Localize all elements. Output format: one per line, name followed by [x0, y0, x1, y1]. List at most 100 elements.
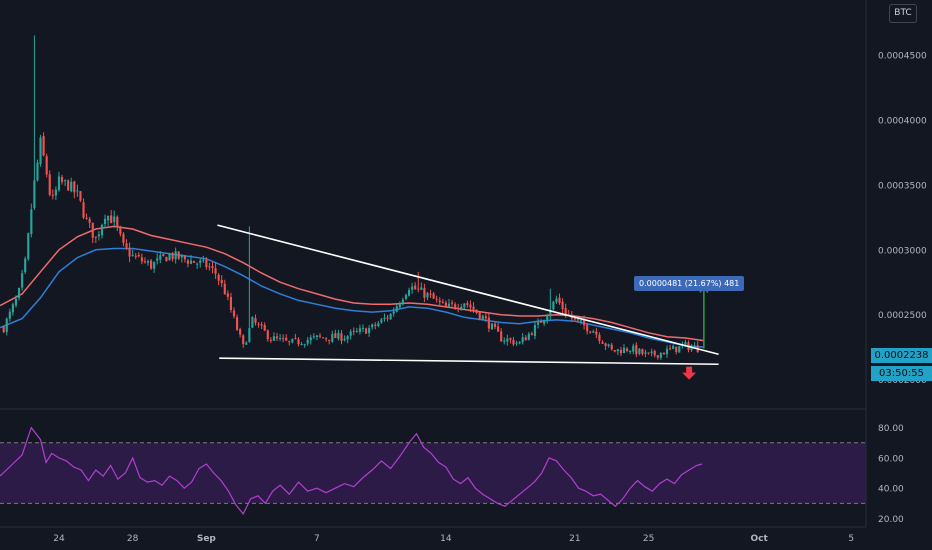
candle-body — [334, 333, 337, 339]
candle-body — [331, 334, 334, 342]
candle-body — [638, 348, 641, 354]
candle-body — [601, 341, 604, 344]
down-arrow-shaft — [686, 366, 693, 373]
candle-body — [678, 346, 681, 353]
candle-body — [340, 333, 343, 341]
candle-body — [632, 345, 635, 352]
candle-body — [122, 233, 125, 243]
candle-body — [441, 301, 444, 303]
candle-body — [386, 317, 389, 319]
candle-body — [67, 180, 70, 191]
candle-body — [555, 298, 558, 302]
candle-body — [558, 297, 561, 303]
candle-body — [450, 302, 454, 304]
candle-body — [457, 307, 460, 309]
candle-body — [11, 304, 14, 313]
candle-body — [355, 331, 358, 333]
drawing-annotations[interactable] — [217, 224, 719, 380]
candle-body — [257, 323, 260, 325]
candle-body — [328, 339, 331, 341]
candle-body — [613, 349, 616, 352]
candle-body — [619, 349, 623, 354]
candle-body — [530, 333, 533, 335]
time-tick-label: Sep — [197, 534, 217, 544]
candle-body — [564, 308, 567, 315]
candle-body — [180, 255, 183, 258]
currency-badge[interactable]: BTC — [889, 4, 917, 23]
candle-body — [377, 323, 380, 327]
candle-body — [595, 331, 598, 335]
candle-body — [398, 303, 401, 308]
candle-body — [312, 336, 315, 338]
candle-body — [426, 292, 429, 298]
candle-body — [242, 335, 245, 344]
candle-body — [229, 296, 233, 311]
time-tick-label: 7 — [314, 534, 320, 544]
rsi-pane — [0, 426, 866, 516]
candle-body — [116, 216, 119, 227]
candle-body — [417, 288, 420, 290]
candle-body — [131, 254, 134, 256]
candle-body — [24, 258, 27, 273]
candle-body — [650, 351, 653, 354]
candle-body — [27, 233, 30, 260]
candle-body — [36, 162, 39, 181]
candle-body — [5, 318, 8, 333]
candle-body — [349, 331, 352, 336]
candle-body — [97, 234, 100, 237]
candle-body — [134, 255, 137, 257]
candle-body — [383, 317, 386, 320]
lower-trendline — [219, 357, 719, 366]
candle-body — [306, 340, 309, 344]
candle-body — [644, 352, 647, 354]
candle-body — [143, 261, 147, 263]
candle-body — [245, 342, 248, 345]
candle-body — [423, 287, 426, 298]
candle-body — [42, 135, 45, 156]
candle-body — [303, 344, 306, 346]
bar-countdown: 03:50:55 — [871, 366, 932, 381]
candle-body — [616, 349, 619, 352]
candle-body — [282, 338, 285, 340]
candle-body — [297, 339, 300, 345]
candle-body — [497, 326, 500, 332]
candle-body — [543, 319, 546, 324]
candle-body — [137, 254, 140, 257]
candle-body — [321, 337, 325, 339]
candle-body — [653, 351, 656, 356]
candle-body — [211, 266, 214, 269]
candle-body — [110, 215, 113, 224]
candle-body — [469, 304, 472, 308]
candle-body — [39, 137, 42, 165]
candle-body — [300, 344, 303, 346]
price-tick-label: 0.0004500 — [878, 52, 927, 62]
candle-body — [17, 288, 21, 298]
rsi-tick-label: 60.00 — [878, 454, 904, 464]
candle-body — [487, 317, 490, 329]
candle-body — [583, 319, 586, 326]
candle-body — [162, 254, 165, 256]
candle-body — [343, 338, 346, 341]
price-tick-label: 0.0004000 — [878, 116, 927, 126]
candle-body — [380, 319, 383, 323]
candle-body — [478, 312, 481, 320]
candle-body — [325, 338, 328, 340]
candle-body — [315, 335, 318, 337]
candle-body — [447, 303, 451, 307]
candle-body — [186, 260, 190, 264]
candle-body — [549, 310, 552, 317]
candle-body — [604, 343, 607, 346]
candle-body — [368, 327, 371, 334]
candle-body — [236, 317, 239, 330]
candle-body — [168, 253, 171, 261]
candle-body — [463, 303, 466, 308]
candle-body — [309, 337, 312, 341]
candle-body — [140, 257, 143, 262]
candle-body — [364, 328, 368, 334]
candle-body — [14, 298, 18, 306]
candle-body — [51, 194, 54, 196]
candle-body — [156, 258, 159, 261]
candle-body — [540, 321, 543, 323]
candle-body — [607, 344, 610, 346]
